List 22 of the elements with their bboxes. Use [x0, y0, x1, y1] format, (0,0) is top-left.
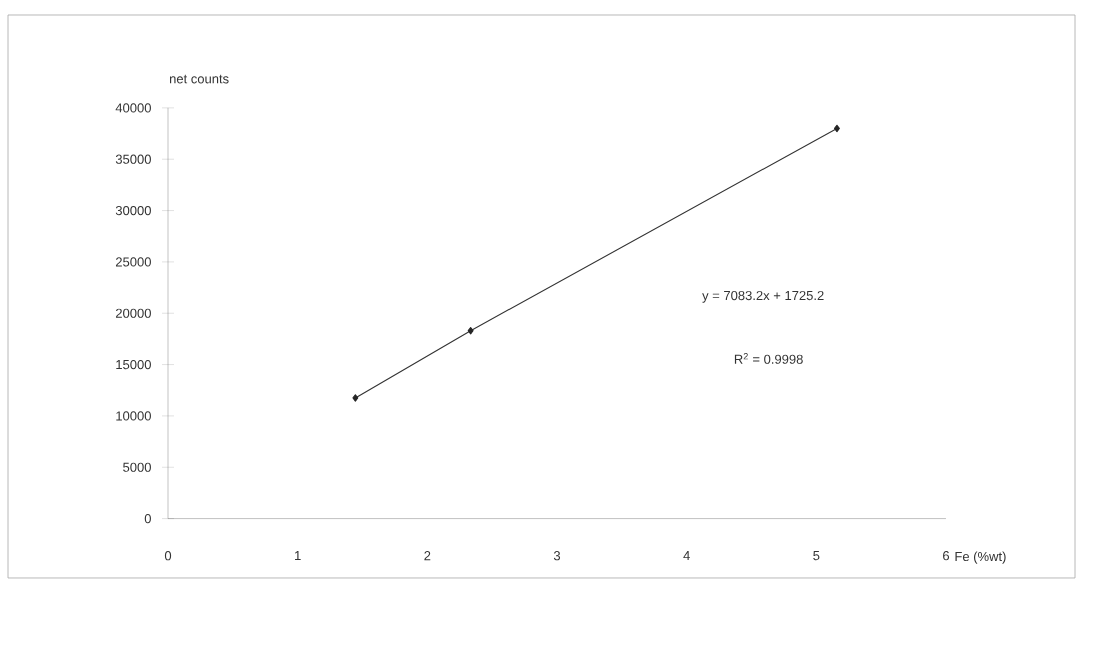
y-tick-label: 30000 [115, 205, 151, 216]
point [467, 326, 474, 335]
y-tick-label: 20000 [115, 308, 151, 318]
y-tick-label: 40000 [115, 103, 151, 113]
x-tick-label: 4 [683, 551, 690, 561]
x-tick-label: 1 [295, 551, 301, 561]
y-tick-label: 0 [144, 513, 151, 524]
annotation: y = 7083.2x + 1725.2 [702, 290, 824, 303]
x-axis-title: Fe (%wt) [955, 551, 1006, 564]
y-tick-label: 25000 [115, 257, 151, 267]
y-tick-label: 15000 [116, 359, 151, 370]
x-tick-label: 5 [813, 551, 820, 561]
y-tick-label: 35000 [115, 154, 151, 164]
x-tick-label: 6 [943, 551, 950, 561]
y-axis-title: net counts [169, 74, 229, 84]
y-tick-label: 10000 [116, 411, 151, 421]
annotation: R$^{2}$ = 0.9998 [734, 353, 803, 364]
x-tick-label: 0 [164, 551, 172, 561]
point [352, 394, 359, 402]
x-tick-label: 3 [553, 551, 561, 561]
y-tick-label: 5000 [123, 462, 151, 472]
x-tick-label: 2 [424, 551, 431, 561]
